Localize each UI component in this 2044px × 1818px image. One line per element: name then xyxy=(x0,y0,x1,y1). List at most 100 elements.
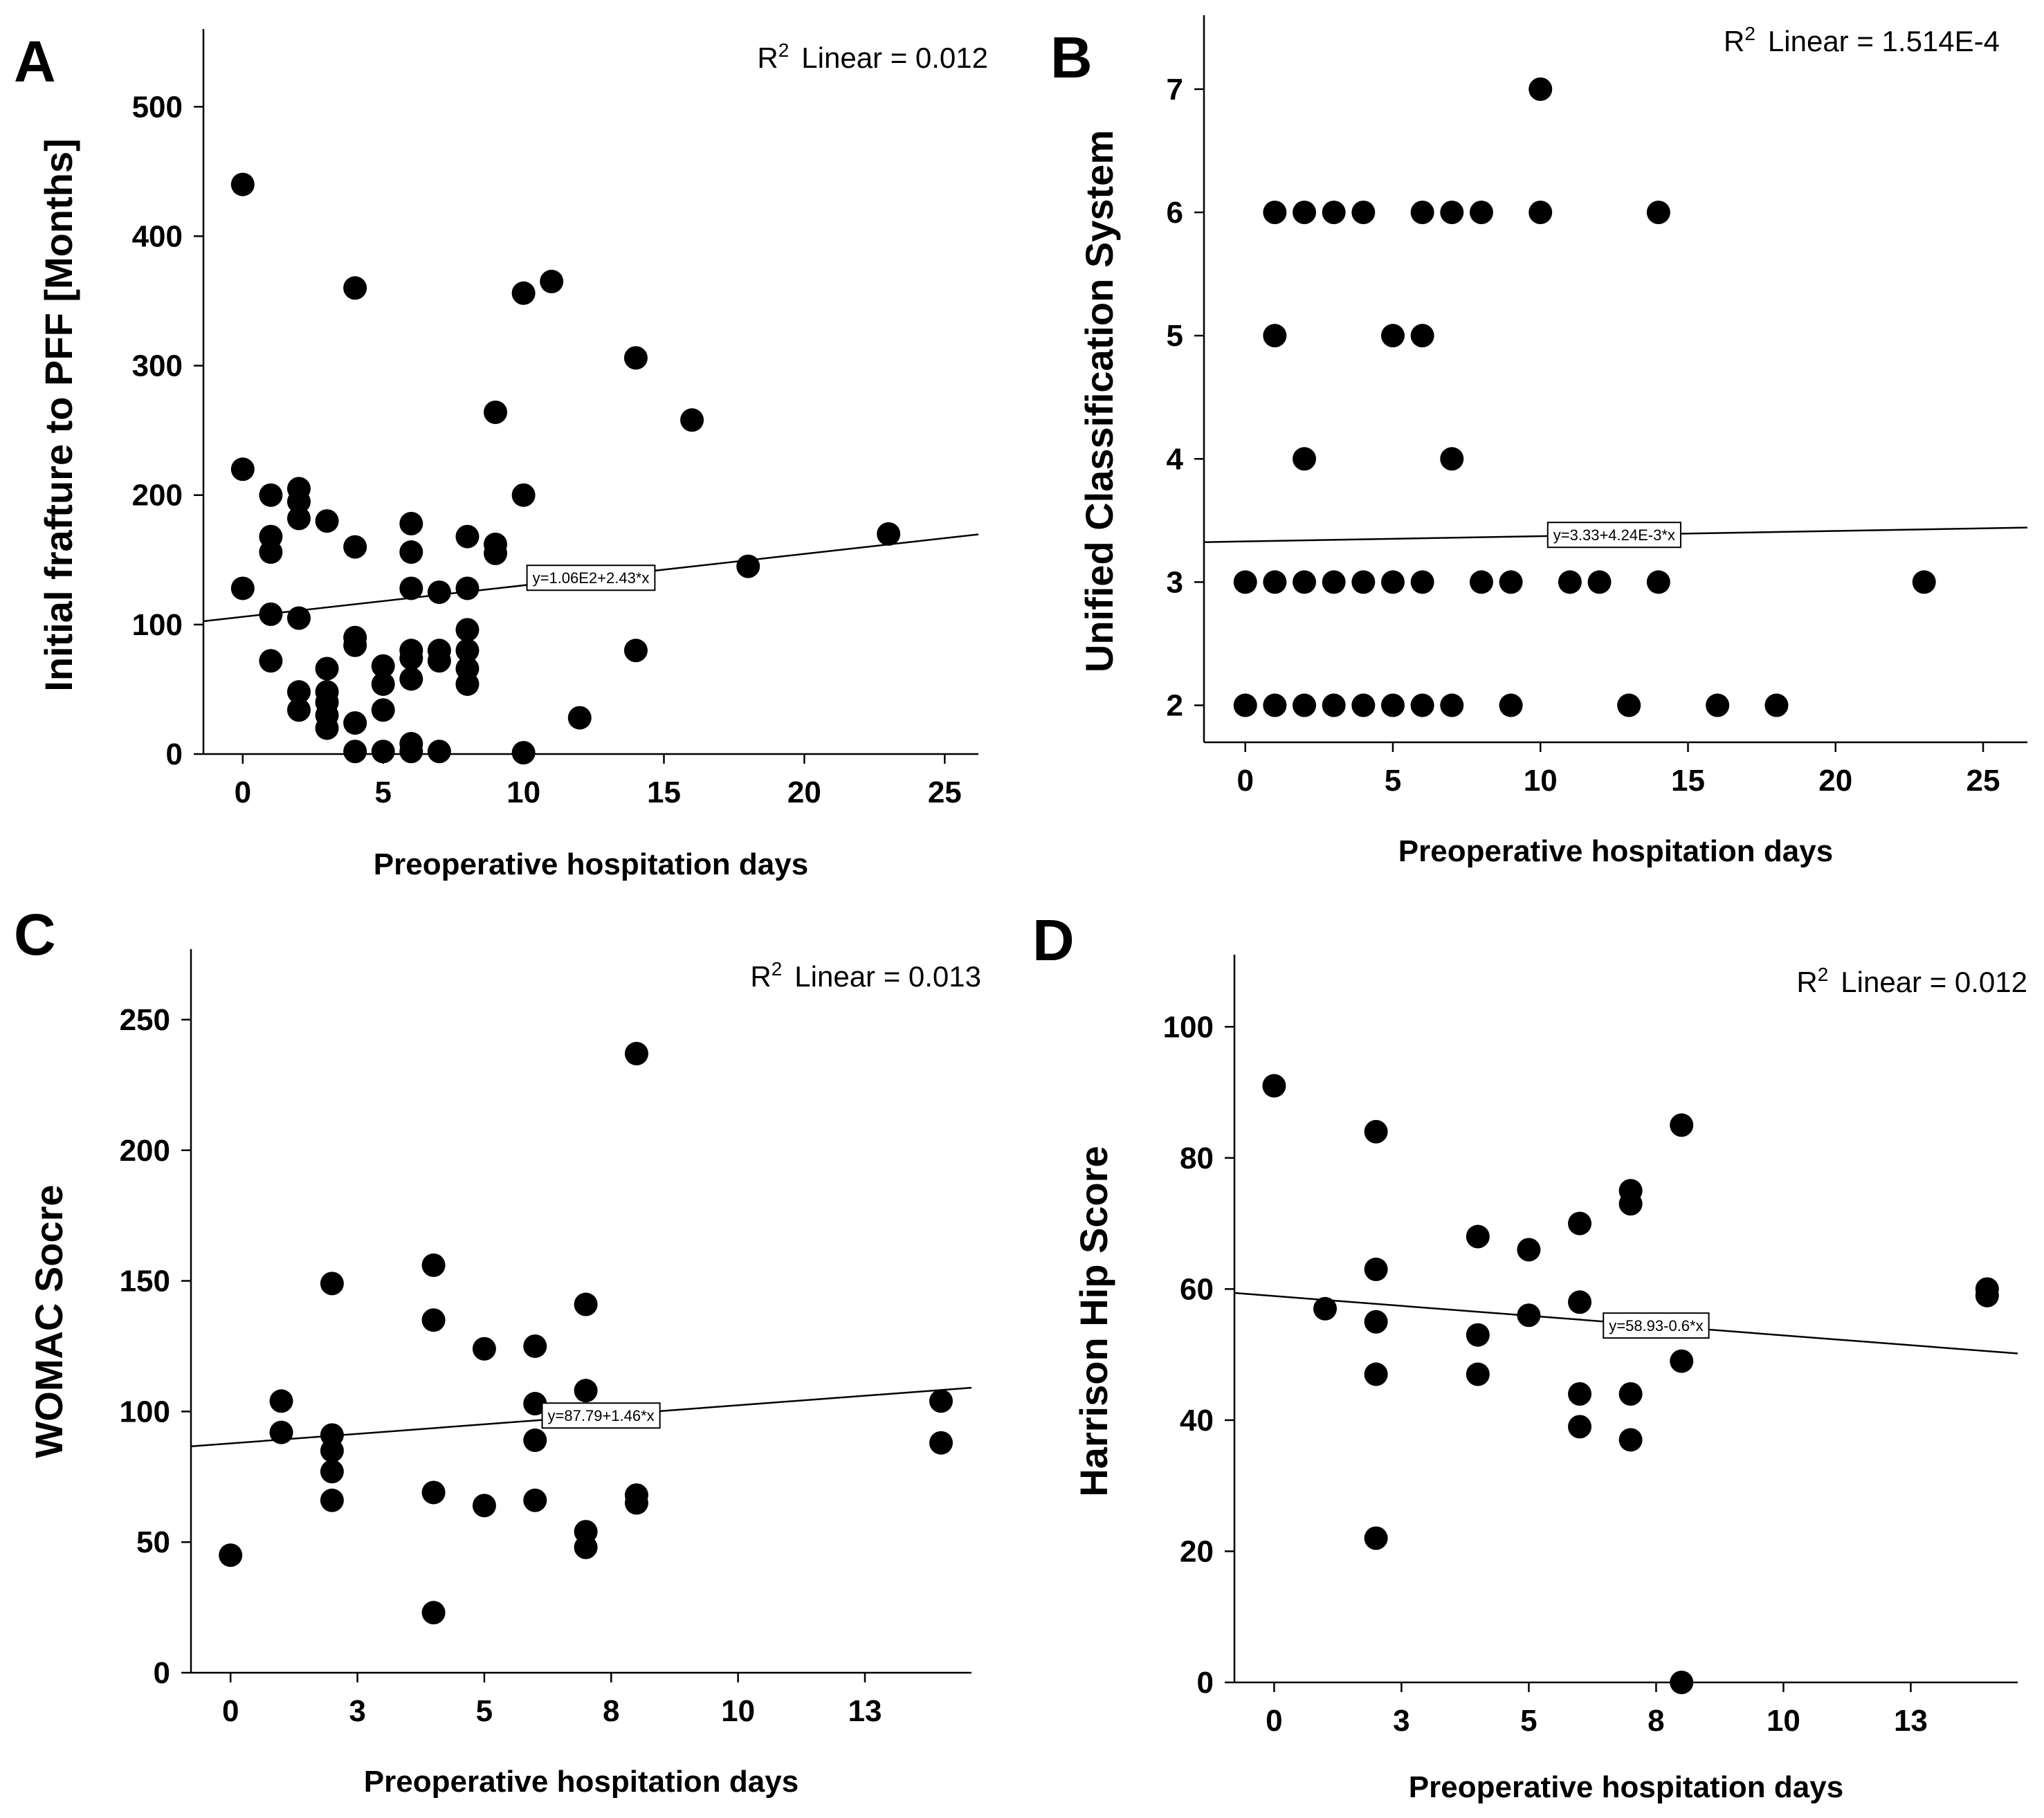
panel-letter: B xyxy=(1050,25,1093,90)
y-tick-label: 250 xyxy=(120,1003,170,1037)
data-point xyxy=(259,602,283,626)
data-point xyxy=(455,576,480,600)
x-axis-title: Preoperative hospitation days xyxy=(1409,1770,1843,1804)
data-point xyxy=(540,269,564,293)
data-point xyxy=(343,535,367,559)
data-point xyxy=(1263,324,1287,348)
data-point xyxy=(1440,693,1464,717)
data-point xyxy=(680,408,704,432)
data-point xyxy=(259,540,283,564)
data-point xyxy=(455,618,480,642)
x-tick-label: 25 xyxy=(928,775,962,809)
x-tick-label: 3 xyxy=(1393,1704,1409,1738)
y-tick-label: 80 xyxy=(1180,1141,1214,1175)
data-point xyxy=(1670,1113,1694,1137)
y-tick-label: 200 xyxy=(132,479,183,513)
fit-equation: y=3.33+4.24E-3*x xyxy=(1553,526,1675,544)
data-point xyxy=(259,483,283,507)
data-point xyxy=(1469,570,1493,594)
data-point xyxy=(1568,1415,1592,1439)
y-tick-label: 2 xyxy=(1167,689,1183,723)
data-point xyxy=(286,490,311,514)
y-tick-label: 100 xyxy=(132,608,183,642)
data-point xyxy=(1364,1257,1388,1281)
y-tick-label: 0 xyxy=(154,1656,170,1690)
data-point xyxy=(343,276,367,300)
y-tick-label: 3 xyxy=(1167,565,1183,599)
data-point xyxy=(1517,1303,1541,1328)
data-point xyxy=(1322,570,1346,594)
y-tick-label: 6 xyxy=(1167,196,1183,230)
data-point xyxy=(1469,201,1493,225)
x-tick-label: 8 xyxy=(1648,1704,1664,1738)
fit-equation: y=87.79+1.46*x xyxy=(548,1407,655,1424)
x-tick-label: 15 xyxy=(647,775,681,809)
data-point xyxy=(511,281,536,305)
data-point xyxy=(1364,1310,1388,1334)
fit-equation-box xyxy=(1603,1312,1710,1339)
y-tick-label: 150 xyxy=(120,1265,170,1298)
r2-annotation: R2 Linear = 0.013 xyxy=(750,958,981,993)
data-point xyxy=(1364,1362,1388,1386)
data-point xyxy=(219,1543,243,1568)
data-point xyxy=(399,511,423,535)
data-point xyxy=(1313,1296,1338,1321)
data-point xyxy=(320,1488,344,1512)
data-point xyxy=(1618,1192,1643,1216)
data-point xyxy=(1351,693,1376,717)
data-point xyxy=(421,1253,446,1277)
data-point xyxy=(315,509,339,533)
data-point xyxy=(371,654,395,678)
data-point xyxy=(286,606,311,630)
data-point xyxy=(1364,1119,1388,1144)
x-axis-title: Preoperative hospitation days xyxy=(1398,834,1833,868)
data-point xyxy=(343,740,367,764)
data-point xyxy=(1499,570,1523,594)
data-point xyxy=(1233,693,1257,717)
y-tick-label: 200 xyxy=(120,1134,170,1168)
fit-equation: y=58.93-0.6*x xyxy=(1609,1317,1703,1334)
data-point xyxy=(567,706,592,730)
data-point xyxy=(421,1601,446,1625)
data-point xyxy=(399,646,423,670)
data-point xyxy=(472,1494,496,1518)
data-point xyxy=(1263,570,1287,594)
x-tick-label: 20 xyxy=(1818,764,1852,798)
data-point xyxy=(455,524,480,549)
y-tick-label: 5 xyxy=(1167,319,1183,353)
data-point xyxy=(623,346,648,370)
data-point xyxy=(1322,201,1346,225)
data-point xyxy=(523,1392,547,1416)
fit-equation-box xyxy=(1546,522,1681,549)
data-point xyxy=(1618,1381,1643,1406)
x-tick-label: 13 xyxy=(848,1694,882,1728)
y-tick-label: 50 xyxy=(136,1525,170,1559)
data-point xyxy=(269,1420,293,1444)
data-point xyxy=(371,672,395,696)
data-point xyxy=(371,740,395,764)
data-point xyxy=(1466,1323,1490,1347)
fit-equation-box xyxy=(541,1402,661,1429)
x-tick-label: 25 xyxy=(1967,764,2000,798)
x-tick-label: 5 xyxy=(476,1694,493,1728)
x-tick-label: 13 xyxy=(1894,1704,1928,1738)
data-point xyxy=(343,711,367,735)
data-point xyxy=(1293,201,1317,225)
data-point xyxy=(315,716,339,740)
y-tick-label: 500 xyxy=(132,90,183,124)
x-tick-label: 0 xyxy=(235,775,251,809)
data-point xyxy=(1568,1381,1592,1406)
x-tick-label: 10 xyxy=(721,1694,755,1728)
data-point xyxy=(1440,447,1464,471)
data-point xyxy=(427,740,451,764)
panel-a: A 0 5 10 15 20 25 0 100 200 300 400 500 Preoperative … xyxy=(14,29,988,881)
x-axis-title: Preoperative hospitation days xyxy=(364,1765,799,1799)
data-point xyxy=(523,1334,547,1358)
x-tick-label: 3 xyxy=(349,1694,365,1728)
y-axis-title: Unified Classification System xyxy=(1077,130,1121,672)
data-point xyxy=(1293,693,1317,717)
data-point xyxy=(1410,324,1434,348)
data-point xyxy=(511,483,536,507)
panel-c: C 0 3 5 8 10 13 0 50 100 150 200 250 Preoperative hos… xyxy=(14,902,981,1799)
